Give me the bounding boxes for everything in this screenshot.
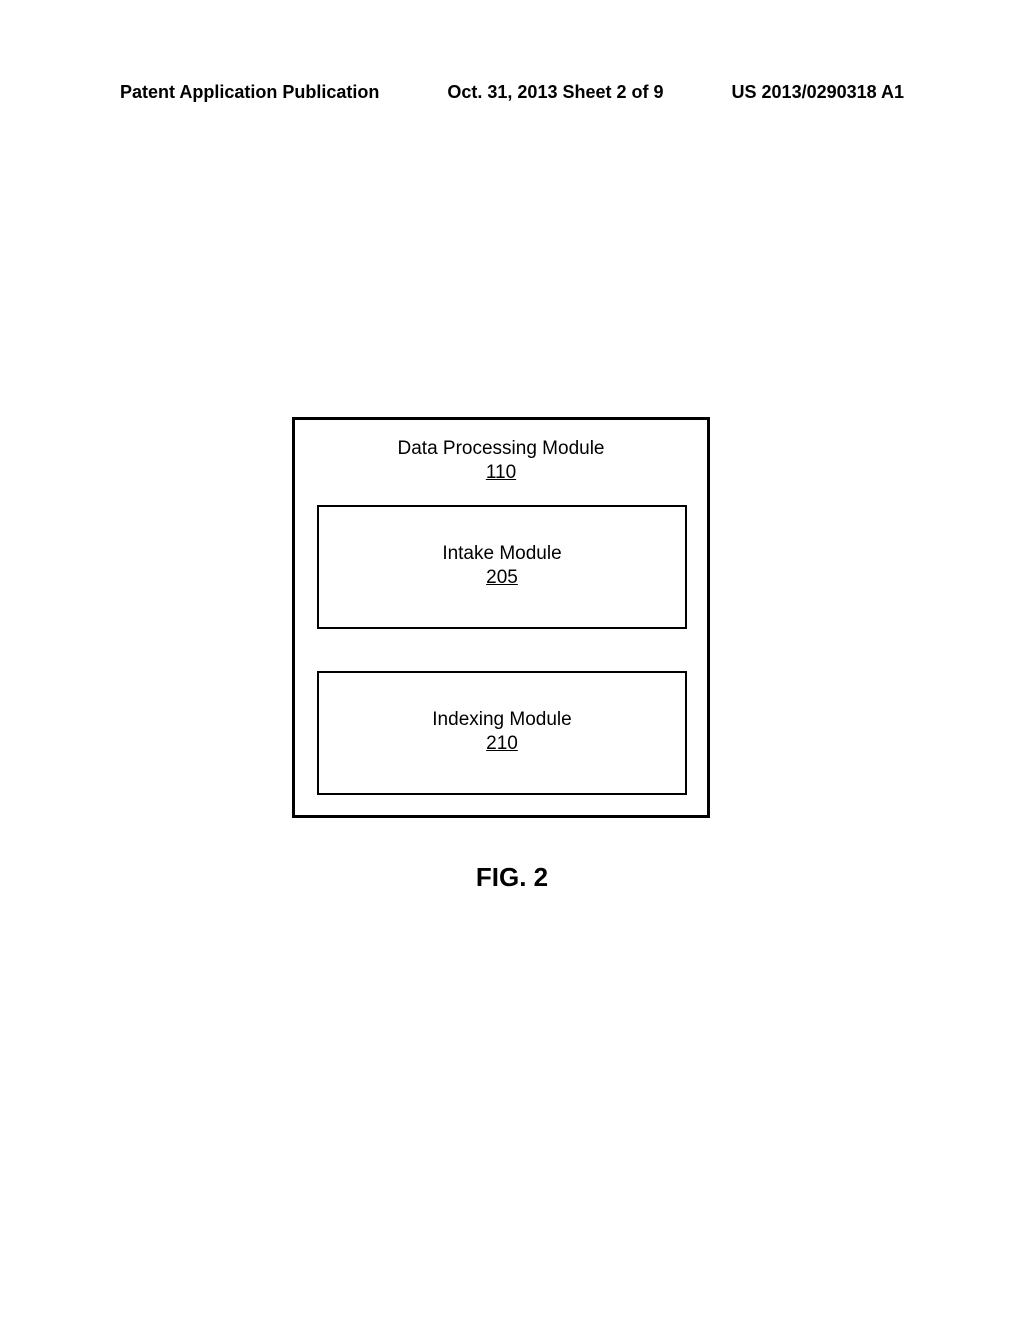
figure-label: FIG. 2 bbox=[0, 862, 1024, 893]
outer-module-number: 110 bbox=[295, 462, 707, 484]
intake-module-number: 205 bbox=[319, 567, 685, 589]
header-publication: Patent Application Publication bbox=[120, 82, 379, 103]
indexing-module-box: Indexing Module 210 bbox=[317, 671, 687, 795]
intake-module-title: Intake Module bbox=[319, 543, 685, 565]
indexing-module-title: Indexing Module bbox=[319, 709, 685, 731]
header-date-sheet: Oct. 31, 2013 Sheet 2 of 9 bbox=[447, 82, 663, 103]
header-patent-number: US 2013/0290318 A1 bbox=[732, 82, 904, 103]
outer-module-title: Data Processing Module bbox=[295, 438, 707, 460]
outer-module-box: Data Processing Module 110 Intake Module… bbox=[292, 417, 710, 818]
indexing-module-number: 210 bbox=[319, 733, 685, 755]
intake-module-box: Intake Module 205 bbox=[317, 505, 687, 629]
patent-header: Patent Application Publication Oct. 31, … bbox=[0, 82, 1024, 103]
